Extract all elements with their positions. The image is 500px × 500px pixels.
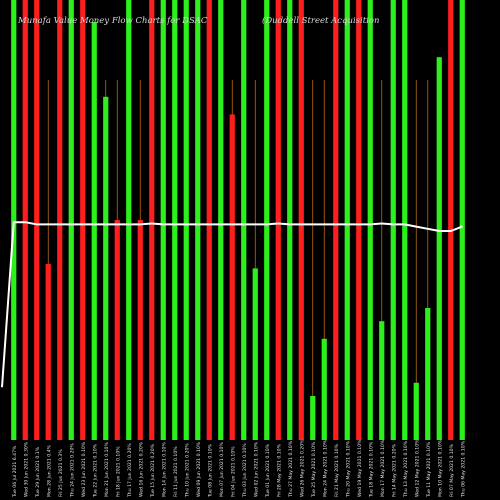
bar-3 [45, 264, 51, 440]
bar-1 [22, 0, 28, 440]
bar-18 [218, 0, 224, 440]
bar-17 [206, 0, 212, 440]
bar-39 [459, 0, 465, 440]
x-tick-label: Tue 01 Jun 2021 0.10% [265, 443, 271, 498]
bar-0 [11, 0, 17, 440]
bar-20 [241, 0, 247, 440]
x-tick-label: Mon 10 May 2021 0.10% [437, 439, 443, 497]
x-tick-label: Mon 28 Jun 2021 0.4% [46, 444, 52, 497]
bar-31 [367, 0, 373, 440]
bar-2 [34, 0, 40, 440]
bar-23 [275, 0, 281, 440]
x-tick-label: Fri 04 Jun 2021 0.10% [230, 446, 236, 497]
bar-11 [137, 220, 143, 440]
flow-line [1, 221, 463, 388]
bar-22 [264, 0, 270, 440]
x-tick-label: Wed 30 Jun 2021 0.30% [23, 441, 29, 497]
bar-7 [91, 22, 97, 440]
x-tick-label: Fri 11 Jun 2021 0.10% [173, 446, 179, 497]
x-tick-label: Tue 22 Jun 2021 0.10% [92, 443, 98, 498]
bar-8 [103, 96, 109, 441]
bar-37 [436, 57, 442, 440]
bars-group [11, 0, 465, 441]
x-tick-label: Wed 19 May 2021 0.10% [357, 439, 363, 497]
bar-16 [195, 0, 201, 440]
x-tick-label: Thu 27 May 2021 0.10% [288, 440, 294, 498]
bar-26 [310, 396, 316, 440]
chart-subtitle: (Duddell Street Acquisition [262, 15, 379, 26]
bar-14 [172, 0, 178, 440]
bar-32 [379, 321, 385, 440]
bar-9 [114, 220, 120, 440]
x-tick-label: Fri 25 Jun 2021 0.3% [58, 449, 64, 497]
bar-19 [229, 114, 235, 441]
x-tick-label: Tue 29 Jun 2021 0.1% [35, 446, 41, 498]
bar-35 [413, 382, 419, 440]
x-tick-label: Thu 13 May 2021 0.10% [403, 440, 409, 498]
x-tick-label: Tue 06 Jul 2021 6.47% [12, 445, 18, 498]
bar-33 [390, 0, 396, 440]
x-tick-label: Thu 03 Jun 2021 0.10% [242, 443, 248, 498]
bar-30 [356, 0, 362, 440]
bar-34 [402, 0, 408, 440]
x-tick-label: Thu 24 Jun 2021 0.20% [69, 443, 75, 498]
x-tick-label: Wed 12 May 2021 0.10% [414, 439, 420, 497]
x-tick-label: Thu 10 Jun 2021 0.20% [184, 443, 190, 498]
x-tick-label: Fri 18 Jun 2021 0.10% [115, 446, 121, 497]
bar-21 [252, 268, 258, 440]
x-tick-label: Wed 09 Jun 2021 0.10% [196, 441, 202, 497]
x-tick-label: Mon 21 Jun 2021 0.10% [104, 442, 110, 497]
bar-4 [57, 0, 63, 440]
x-tick-label: Tue 18 May 2021 0.10% [368, 441, 374, 498]
x-tick-label: Thu 20 May 2021 0.10% [345, 440, 351, 498]
x-tick-label: Mon 07 Jun 2021 0.10% [219, 442, 225, 497]
x-tick-label: Tue 08 Jun 2021 0.10% [207, 443, 213, 498]
bar-28 [333, 0, 339, 440]
bar-38 [448, 0, 454, 440]
x-axis-labels: Tue 06 Jul 2021 6.47% Wed 30 Jun 2021 0.3… [12, 439, 467, 498]
bar-24 [287, 0, 293, 440]
bar-13 [160, 0, 166, 440]
bar-6 [80, 0, 86, 440]
bar-10 [126, 0, 132, 440]
bar-36 [425, 308, 431, 440]
x-tick-label: Mon 24 May 2021 0.10% [322, 439, 328, 497]
x-tick-label: Fri 21 May 2021 0.10% [334, 443, 340, 497]
bar-25 [298, 0, 304, 440]
x-tick-label: Tue 15 Jun 2021 0.20% [150, 443, 156, 498]
bar-12 [149, 0, 155, 440]
x-tick-label: Tue 25 May 2021 0.10% [311, 441, 317, 498]
x-tick-label: Wed 23 Jun 2021 0.10% [81, 441, 87, 497]
bar-27 [321, 338, 327, 440]
x-tick-label: Thu 17 Jun 2021 0.20% [127, 443, 133, 498]
x-tick-label: Fri 28 May 2021 0.10% [276, 443, 282, 497]
x-tick-label: Mon 17 May 2021 0.10% [380, 439, 386, 497]
x-tick-label: Tue 11 May 2021 0.10% [426, 441, 432, 498]
bar-29 [344, 0, 350, 440]
x-tick-label: Mon 14 Jun 2021 0.10% [161, 442, 167, 497]
x-tick-label: Wed 02 Jun 2021 0.10% [253, 441, 259, 497]
x-tick-label: Thu 06 May 2021 0.10% [460, 440, 466, 498]
bar-15 [183, 0, 189, 440]
chart-title: Munafa Value Money Flow Charts for DSAC [17, 16, 208, 26]
x-tick-label: Fri 14 May 2021 0.20% [391, 443, 397, 497]
x-tick-label: Fri 07 May 2021 0.10% [449, 443, 455, 497]
bar-5 [68, 0, 74, 440]
x-tick-label: Wed 26 May 2021 0.20% [299, 439, 305, 497]
x-tick-label: Wed 16 Jun 2021 0.20% [138, 441, 144, 497]
